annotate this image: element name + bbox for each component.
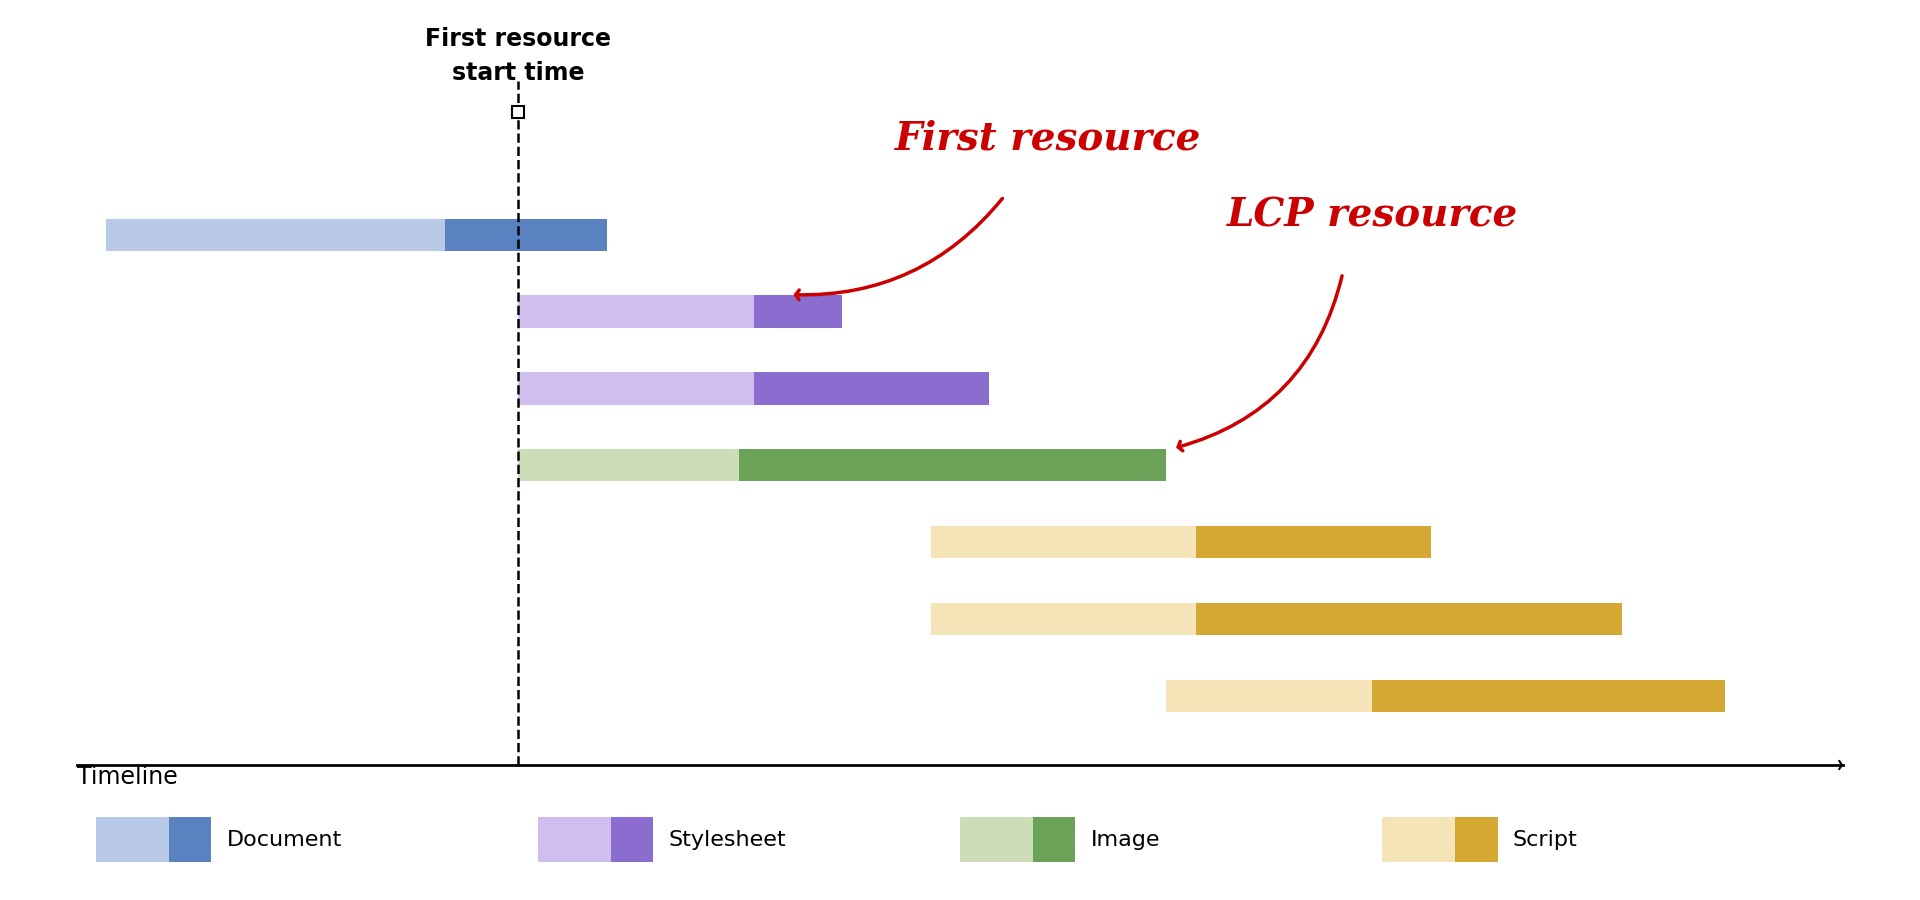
Bar (1373, 680, 1726, 712)
Text: Document: Document (227, 830, 342, 850)
Text: Script: Script (1513, 830, 1578, 850)
Bar (518, 449, 739, 482)
Bar (931, 603, 1196, 635)
Bar (755, 295, 843, 328)
Bar (445, 219, 607, 251)
Text: LCP resource: LCP resource (1227, 197, 1519, 235)
Bar (1196, 603, 1622, 635)
Text: Image: Image (1091, 830, 1160, 850)
FancyBboxPatch shape (1382, 817, 1455, 862)
FancyBboxPatch shape (538, 817, 611, 862)
Text: First resource: First resource (895, 120, 1202, 158)
FancyBboxPatch shape (96, 817, 169, 862)
Bar (518, 373, 755, 405)
FancyBboxPatch shape (611, 817, 653, 862)
FancyBboxPatch shape (1033, 817, 1075, 862)
FancyBboxPatch shape (169, 817, 211, 862)
Bar (931, 526, 1196, 558)
Bar (1196, 526, 1430, 558)
Text: Timeline: Timeline (77, 765, 177, 789)
Bar (755, 373, 989, 405)
Bar (518, 295, 755, 328)
Bar (106, 219, 445, 251)
Bar (739, 449, 1165, 482)
Text: First resource
start time: First resource start time (426, 27, 611, 85)
Bar (1165, 680, 1373, 712)
FancyBboxPatch shape (960, 817, 1033, 862)
FancyBboxPatch shape (1455, 817, 1498, 862)
Text: Stylesheet: Stylesheet (668, 830, 785, 850)
